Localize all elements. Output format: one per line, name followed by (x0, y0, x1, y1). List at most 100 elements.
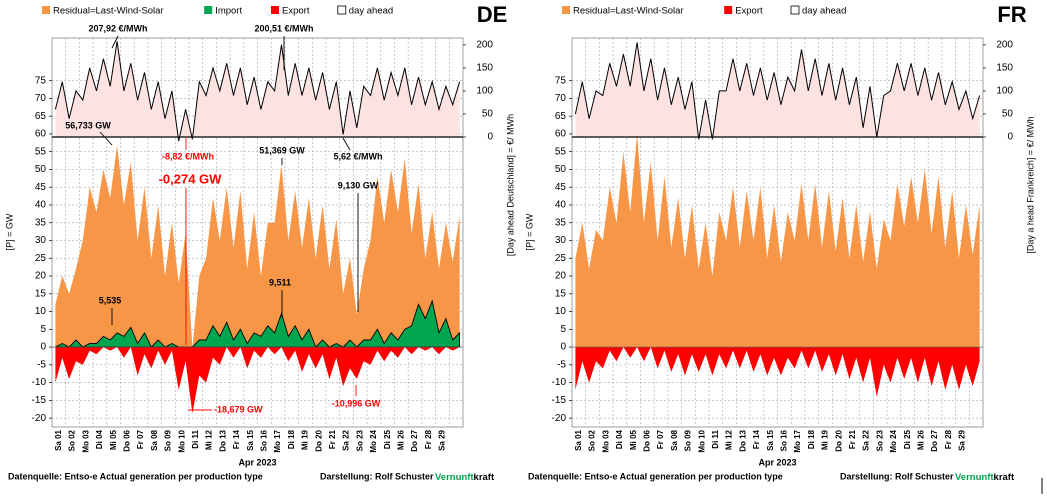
legend-label: Export (282, 6, 310, 17)
legend-label: Residual=Last-Wind-Solar (53, 6, 164, 17)
x-tick-label: Fr 28 (424, 429, 433, 449)
annotation-leader (111, 35, 119, 49)
y-tick-label: 75 (555, 75, 567, 86)
x-tick-label: Di 11 (191, 429, 200, 448)
y2-tick-label: 200 (476, 40, 493, 51)
y-tick-label: 20 (35, 271, 47, 282)
y2-tick-label: 150 (476, 63, 493, 74)
x-tick-label: Mi 05 (629, 429, 638, 450)
x-tick-label: Fr 21 (848, 429, 857, 449)
area (55, 145, 460, 348)
annotation: -10,996 GW (332, 398, 381, 408)
x-tick-label: So 09 (684, 429, 693, 451)
y-tick-label: 30 (35, 235, 47, 246)
x-tick-label: So 23 (875, 429, 884, 451)
y2-tick-label: 100 (996, 86, 1013, 97)
y-tick-label: 20 (555, 271, 567, 282)
x-tick-label: Mi 12 (725, 429, 734, 450)
x-tick-label: Mi 26 (396, 429, 405, 450)
brand: Vernunftkraft (955, 472, 1015, 483)
legend-swatch (271, 6, 279, 14)
annotation: 5,535 (99, 295, 122, 305)
legend-label: day ahead (802, 6, 846, 17)
x-tick-label: So 02 (68, 429, 77, 451)
y2-tick-label: 50 (482, 109, 494, 120)
area (575, 347, 980, 397)
line (54, 41, 461, 142)
y2-tick-label: 100 (476, 86, 493, 97)
x-tick-label: Sa 15 (766, 429, 775, 450)
x-tick-label: Sa 08 (670, 429, 679, 450)
y-tick-label: 70 (35, 93, 47, 104)
line (574, 42, 981, 140)
x-tick-label: Sa 01 (54, 429, 63, 450)
legend-swatch (204, 6, 213, 14)
x-tick-label: Mi 19 (821, 429, 830, 450)
y-tick-label: 50 (35, 164, 47, 175)
y-tick-label: 0 (560, 342, 566, 353)
y-tick-label: 25 (555, 253, 567, 264)
x-tick-label: Sa 01 (574, 429, 583, 450)
x-tick-label: Fr 14 (752, 429, 761, 449)
x-tick-label: Mi 12 (205, 429, 214, 450)
y-tick-label: 5 (560, 324, 566, 335)
annotation: -18,679 GW (214, 404, 263, 414)
x-tick-label: Mo 24 (369, 429, 378, 452)
x-tick-label: Mo 17 (273, 429, 282, 452)
x-tick-label: Mi 05 (109, 429, 118, 450)
y-tick-label: 35 (35, 217, 47, 228)
y2-tick-label: 200 (996, 40, 1013, 51)
y2-tick-label: 0 (1007, 132, 1013, 143)
brand-part: Vernunft (435, 472, 474, 483)
y-tick-label: 45 (35, 182, 47, 193)
x-axis-label: Apr 2023 (238, 457, 276, 467)
x-tick-label: Di 18 (287, 429, 296, 449)
x-tick-label: So 16 (779, 429, 788, 451)
annotation: 200,51 €/MWh (254, 23, 313, 33)
annotation-leader (342, 137, 351, 151)
annotation: 207,92 €/MWh (88, 23, 147, 33)
x-tick-label: So 16 (259, 429, 268, 451)
legend-swatch (562, 6, 570, 14)
x-tick-label: Di 04 (95, 429, 104, 449)
x-tick-label: Do 27 (930, 429, 939, 451)
y-tick-label: -5 (37, 359, 46, 370)
y-tick-label: -15 (552, 395, 567, 406)
y-tick-label: 25 (35, 253, 47, 264)
x-tick-label: Do 06 (122, 429, 131, 451)
annotation: -0,274 GW (159, 171, 223, 186)
y-tick-label: 40 (555, 200, 567, 211)
x-tick-label: Sa 22 (862, 429, 871, 450)
source: Datenquelle: Entso-e Actual generation p… (528, 471, 783, 481)
x-tick-label: Sa 29 (958, 429, 967, 450)
y-tick-label: 60 (555, 129, 567, 140)
y2-tick-label: 50 (1002, 109, 1014, 120)
credit: Darstellung: Rolf Schuster (840, 471, 954, 481)
x-tick-label: Mo 24 (889, 429, 898, 452)
y2-tick-label: 150 (996, 63, 1013, 74)
y-tick-label: 15 (555, 288, 567, 299)
x-tick-label: Di 04 (615, 429, 624, 449)
x-tick-label: Mo 10 (177, 429, 186, 452)
chart-title: DE (477, 2, 508, 27)
x-tick-label: So 09 (164, 429, 173, 451)
x-tick-label: So 23 (355, 429, 364, 451)
legend-label: Export (735, 6, 763, 17)
y2-axis-label: [Day ahead Deutschland] = €/ MWh (505, 114, 515, 256)
legend-swatch (724, 6, 733, 14)
y-tick-label: 15 (35, 288, 47, 299)
x-tick-label: Fr 07 (136, 429, 145, 449)
x-tick-label: Mi 19 (301, 429, 310, 450)
y-tick-label: -20 (552, 413, 567, 424)
y-tick-label: 10 (555, 306, 567, 317)
x-tick-label: So 02 (588, 429, 597, 451)
x-tick-label: Do 20 (314, 429, 323, 451)
area (55, 299, 461, 348)
x-tick-label: Di 25 (903, 429, 912, 449)
annotation: 56,733 GW (65, 120, 111, 130)
annotation: 9,511 (269, 277, 291, 287)
y-tick-label: 30 (555, 235, 567, 246)
x-tick-label: Sa 22 (342, 429, 351, 450)
y-tick-label: 60 (35, 129, 47, 140)
